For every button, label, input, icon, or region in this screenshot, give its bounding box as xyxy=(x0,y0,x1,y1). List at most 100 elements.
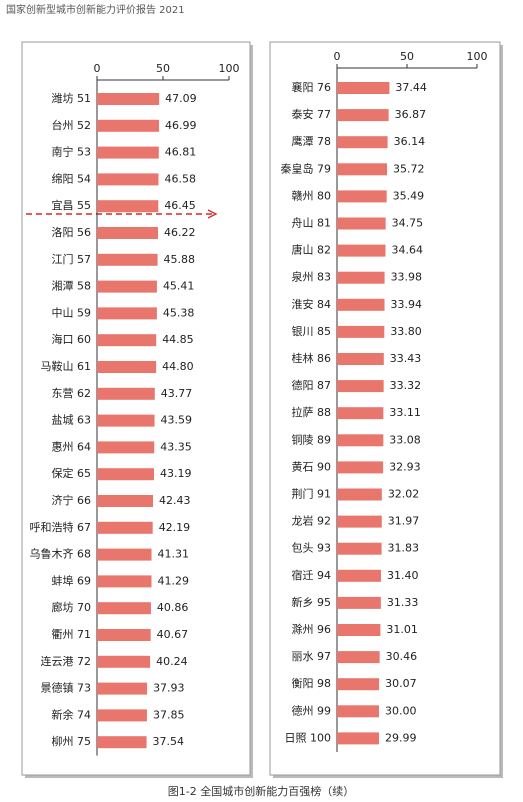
bar xyxy=(97,602,151,615)
value-label: 45.41 xyxy=(163,280,195,293)
value-label: 46.99 xyxy=(165,119,197,132)
bar xyxy=(337,109,389,122)
value-label: 32.93 xyxy=(389,460,421,473)
category-label: 宿迁 94 xyxy=(292,568,332,582)
value-label: 43.35 xyxy=(160,440,192,453)
category-label: 乌鲁木齐 68 xyxy=(30,547,92,561)
category-label: 台州 52 xyxy=(52,118,92,132)
bar xyxy=(97,307,157,320)
value-label: 42.43 xyxy=(159,494,191,507)
value-label: 33.98 xyxy=(391,271,423,284)
value-label: 41.29 xyxy=(158,574,190,587)
value-label: 31.33 xyxy=(387,596,419,609)
category-label: 南宁 53 xyxy=(52,145,92,159)
bar xyxy=(97,709,147,722)
category-label: 包头 93 xyxy=(292,542,332,555)
category-label: 柳州 75 xyxy=(52,734,92,748)
value-label: 46.58 xyxy=(164,172,196,185)
bar xyxy=(337,624,381,636)
bar xyxy=(337,678,380,691)
value-label: 33.32 xyxy=(390,379,422,392)
bar xyxy=(337,515,382,528)
value-label: 46.22 xyxy=(164,226,196,239)
x-tick-label: 100 xyxy=(467,50,488,63)
category-label: 唐山 82 xyxy=(292,243,332,257)
bar xyxy=(97,93,160,105)
x-tick-label: 0 xyxy=(334,50,341,63)
value-label: 45.88 xyxy=(164,253,196,266)
value-label: 33.43 xyxy=(390,352,422,365)
value-label: 31.01 xyxy=(386,623,418,636)
bar xyxy=(97,361,157,373)
category-label: 泉州 83 xyxy=(292,270,332,284)
category-label: 德阳 87 xyxy=(292,378,332,392)
category-label: 海口 60 xyxy=(52,332,92,346)
category-label: 德州 99 xyxy=(292,703,332,717)
value-label: 32.02 xyxy=(388,488,420,501)
value-label: 47.09 xyxy=(165,92,197,105)
bar xyxy=(97,119,160,132)
category-label: 呼和浩特 67 xyxy=(30,520,92,534)
value-label: 29.99 xyxy=(385,731,417,744)
bar xyxy=(97,146,159,159)
value-label: 34.75 xyxy=(392,217,424,230)
category-label: 济宁 66 xyxy=(52,493,92,507)
caption: 图1-2 全国城市创新能力百强榜（续） xyxy=(168,784,354,798)
category-label: 新余 74 xyxy=(52,707,92,721)
bar xyxy=(97,280,157,293)
value-label: 37.85 xyxy=(153,708,185,721)
category-label: 中山 59 xyxy=(52,306,92,319)
bar xyxy=(337,569,381,582)
bar xyxy=(337,298,385,311)
value-label: 35.49 xyxy=(393,189,425,202)
value-label: 31.40 xyxy=(387,569,419,582)
value-label: 42.19 xyxy=(159,521,191,534)
value-label: 30.46 xyxy=(386,650,418,663)
value-label: 40.24 xyxy=(156,655,188,668)
bar xyxy=(337,407,384,420)
category-label: 湘潭 58 xyxy=(52,279,92,293)
value-label: 35.72 xyxy=(393,162,425,175)
category-label: 新乡 95 xyxy=(292,595,332,609)
category-label: 舟山 81 xyxy=(292,216,332,230)
x-tick-label: 50 xyxy=(400,50,414,63)
category-label: 日照 100 xyxy=(285,731,332,744)
category-label: 宜昌 55 xyxy=(52,198,92,212)
bar xyxy=(337,136,388,149)
bar xyxy=(97,548,152,561)
category-label: 铜陵 89 xyxy=(292,432,332,446)
value-label: 37.44 xyxy=(395,81,427,94)
x-tick-label: 50 xyxy=(156,62,170,75)
value-label: 31.97 xyxy=(388,515,420,528)
bar xyxy=(337,82,390,94)
bar xyxy=(337,461,384,474)
category-label: 惠州 64 xyxy=(52,439,92,453)
header: 国家创新型城市创新能力评价报告 2021 xyxy=(6,3,185,16)
category-label: 景德镇 73 xyxy=(41,681,92,695)
panel xyxy=(21,41,251,776)
category-label: 马鞍山 61 xyxy=(41,359,92,373)
bar xyxy=(97,173,159,186)
bar xyxy=(337,244,386,257)
category-label: 衡阳 98 xyxy=(292,677,332,690)
category-label: 襄阳 76 xyxy=(292,80,332,94)
value-label: 40.67 xyxy=(157,628,189,641)
value-label: 44.85 xyxy=(162,333,194,346)
x-tick-label: 0 xyxy=(94,62,101,75)
value-label: 33.80 xyxy=(390,325,422,338)
category-label: 东营 62 xyxy=(52,386,92,400)
category-label: 银川 85 xyxy=(292,324,332,338)
bar xyxy=(97,682,148,695)
value-label: 43.77 xyxy=(161,387,193,400)
category-label: 黄石 90 xyxy=(292,459,332,473)
bar xyxy=(97,495,154,507)
category-label: 桂林 86 xyxy=(292,351,332,365)
bar xyxy=(337,163,388,176)
bar xyxy=(97,253,158,266)
bar xyxy=(97,414,155,427)
value-label: 30.00 xyxy=(385,704,417,717)
category-label: 廊坊 70 xyxy=(52,600,92,614)
bar xyxy=(337,705,379,718)
